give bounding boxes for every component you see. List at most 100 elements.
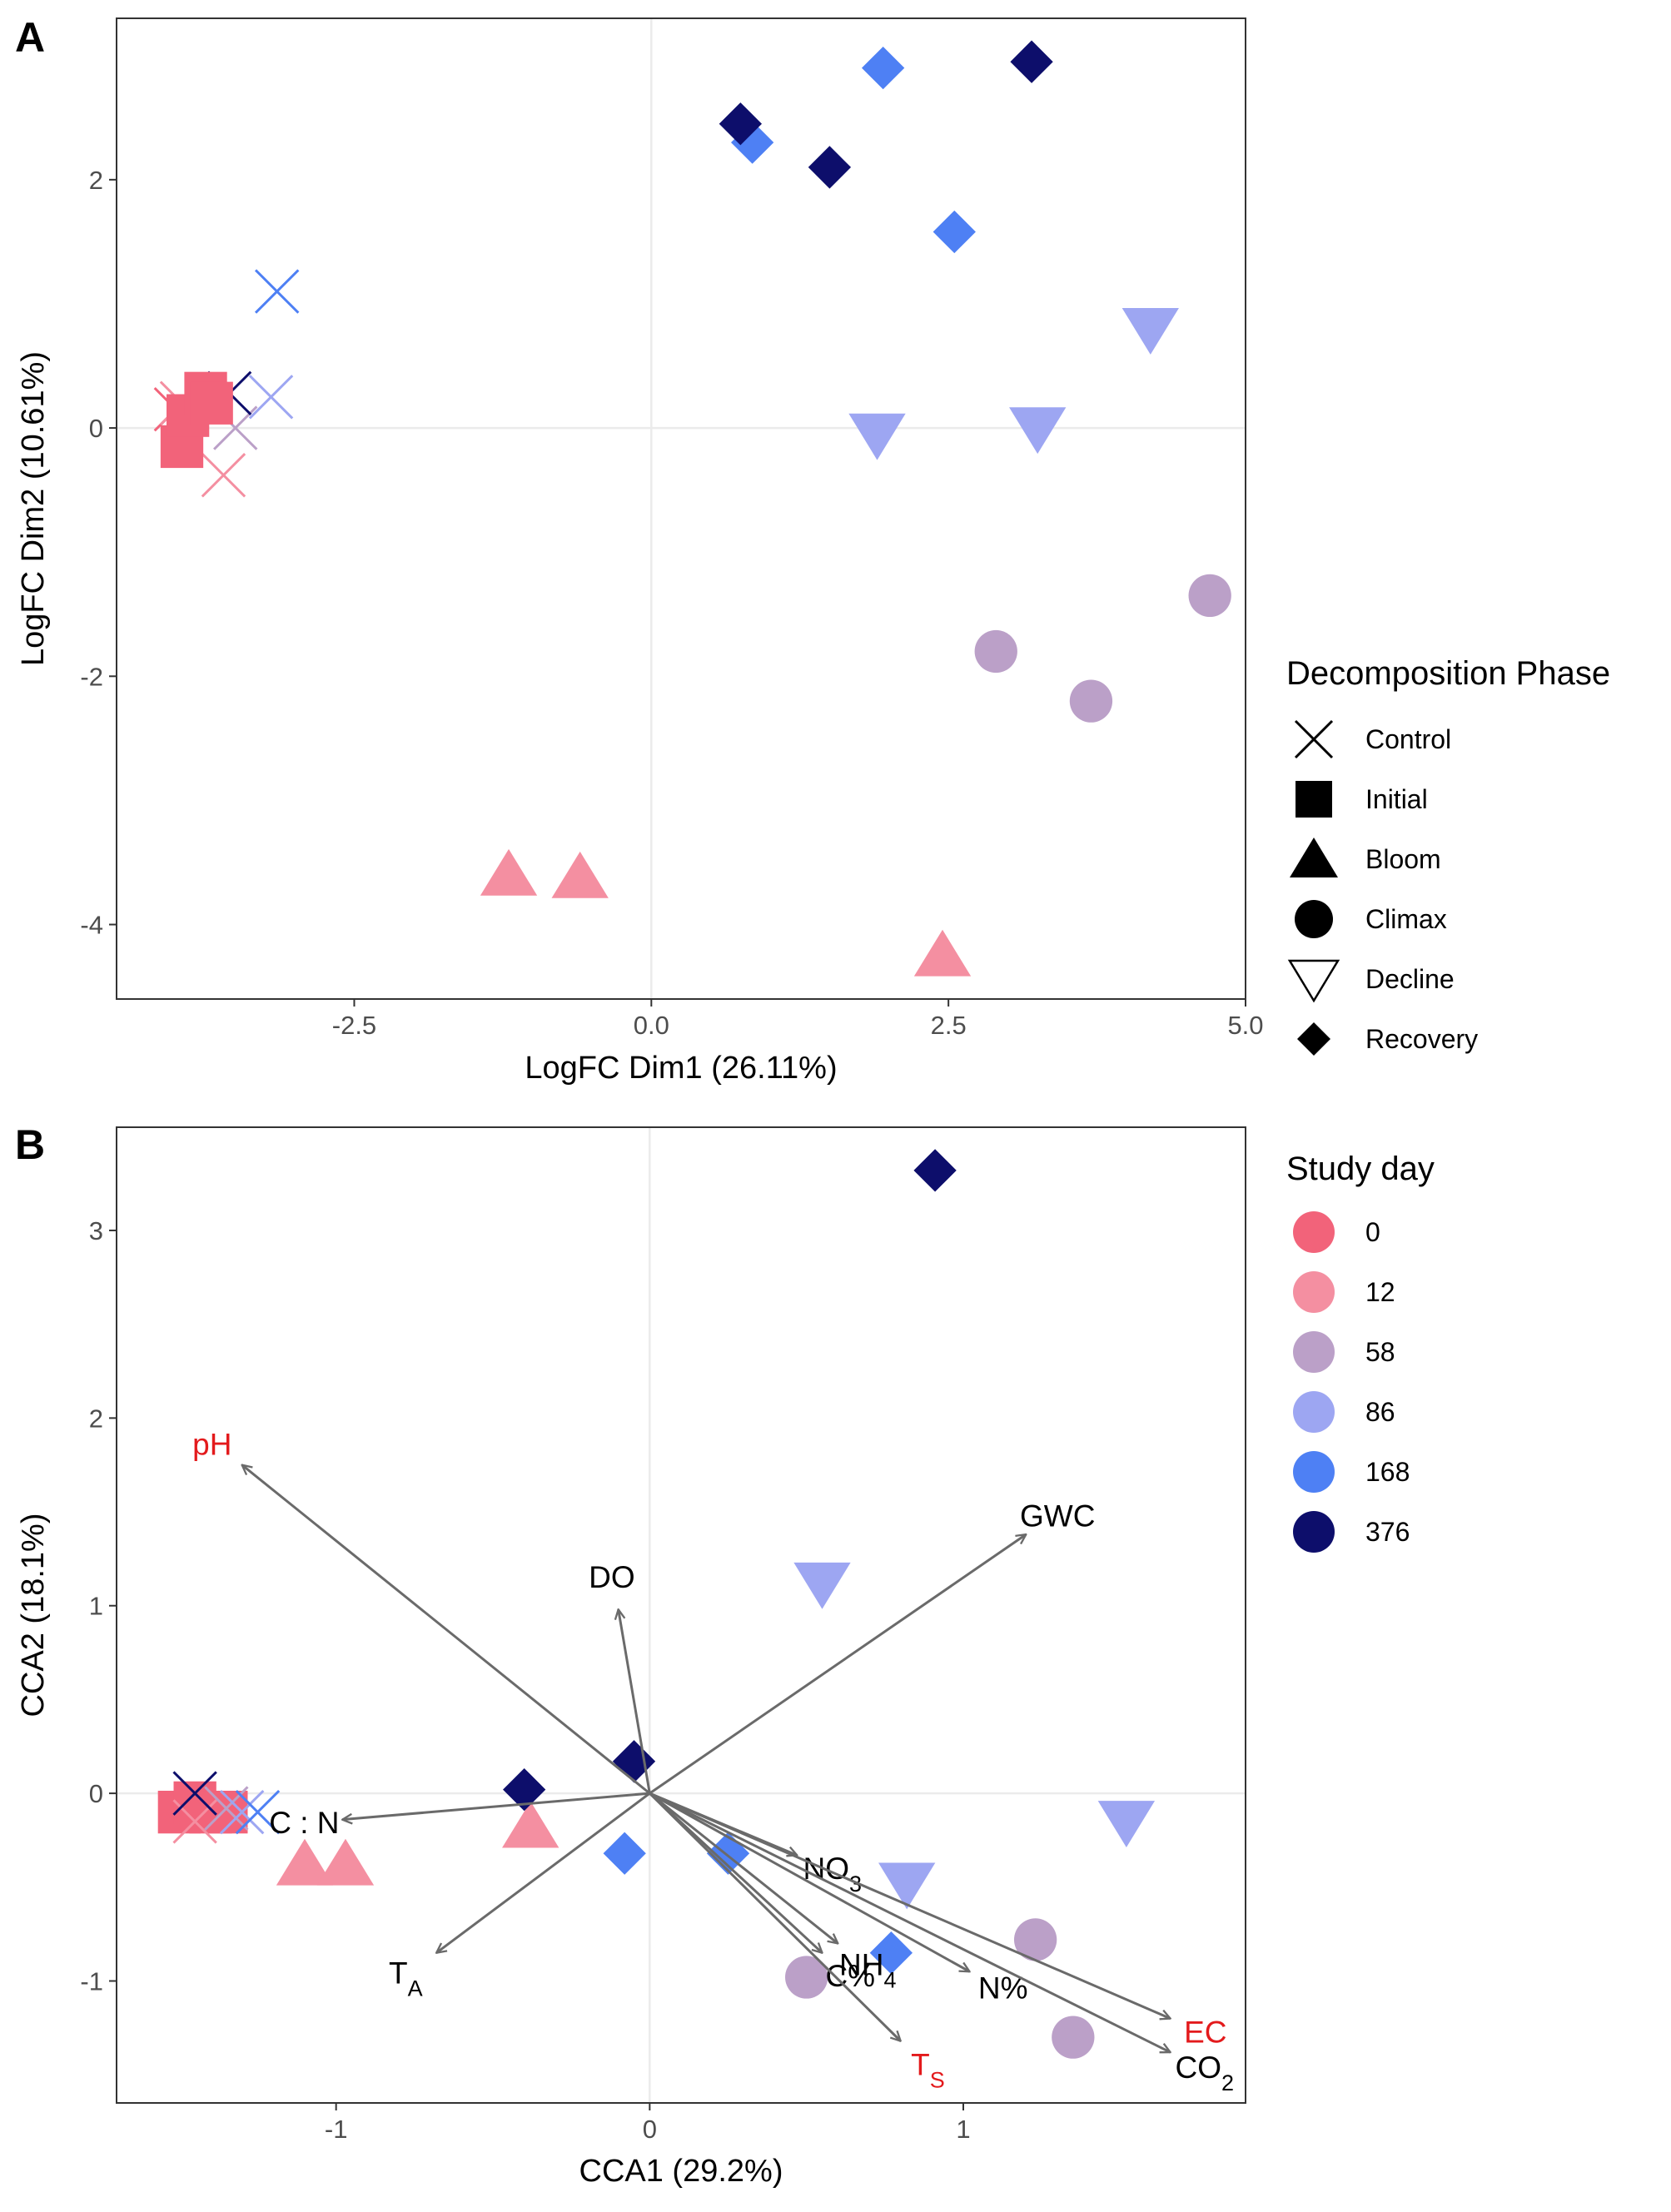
- panel-a-point-circle: [1069, 679, 1113, 723]
- vector-arrow-c-pct: [649, 1792, 822, 1953]
- legend-phase-title: Decomposition Phase: [1286, 655, 1610, 692]
- legend-day-label: 168: [1365, 1457, 1410, 1487]
- panel-b-y-ticks: -1 0 1 2 3: [80, 1216, 117, 1996]
- panel-b-y-tick-label: 3: [89, 1216, 103, 1245]
- panel-a-border: [116, 17, 1246, 1000]
- panel-b-point-circle: [1013, 1918, 1057, 1961]
- legend-decomposition-phase: Decomposition Phase Control Initial Bloom C…: [1286, 655, 1610, 1056]
- vector-label-cn: C : N: [269, 1806, 339, 1840]
- panel-a-y-tick-label: 0: [89, 414, 103, 443]
- panel-a-background: [117, 18, 1246, 999]
- panel-b-x-axis-title: CCA1 (29.2%): [579, 2154, 783, 2189]
- legend-day-label: 58: [1365, 1337, 1395, 1367]
- legend-initial-icon: [1296, 781, 1332, 818]
- panel-a-point-cross: [248, 375, 294, 420]
- panel-a-point-cross: [254, 269, 300, 314]
- panel-a-point-triangle-down-open: [848, 413, 906, 460]
- panel-b-point-triangle-down-open: [793, 1562, 851, 1609]
- vector-arrow-co2: [649, 1792, 1170, 2054]
- panel-b-point-diamond: [869, 1931, 913, 1975]
- vector-arrow-do: [619, 1609, 651, 1794]
- vector-label-n-pct: N%: [978, 1971, 1028, 2006]
- panel-a-point-diamond: [932, 210, 976, 254]
- panel-a-point-cross: [201, 453, 246, 498]
- panel-b-tag: B: [15, 1121, 45, 1168]
- vector-arrow-ec: [649, 1792, 1170, 2018]
- panel-b-x-ticks: -1 0 1: [325, 2103, 971, 2144]
- legend-bloom-icon: [1290, 838, 1338, 877]
- panel-b-y-tick-label: -1: [80, 1967, 103, 1996]
- legend-day-168-swatch: [1293, 1451, 1335, 1493]
- legend-phase-label: Decline: [1365, 964, 1455, 994]
- panel-a-x-tick-label: 5.0: [1227, 1011, 1263, 1040]
- vector-arrow-nh4: [649, 1792, 838, 1943]
- vector-label-ph: pH: [192, 1428, 231, 1462]
- panel-a-point-square: [190, 381, 233, 425]
- panel-a-point-circle: [974, 629, 1017, 674]
- panel-a-x-ticks: -2.5 0.0 2.5 5.0: [332, 999, 1264, 1040]
- legend-climax-icon: [1295, 900, 1333, 938]
- legend-recovery-icon: [1297, 1022, 1330, 1056]
- panel-b-y-tick-label: 0: [89, 1779, 103, 1808]
- legend-phase-label: Control: [1365, 724, 1451, 754]
- vector-arrow-cn: [342, 1792, 650, 1820]
- panel-b-x-tick-label: -1: [325, 2115, 348, 2144]
- panel-a-point-diamond: [1010, 40, 1053, 83]
- panel-a-y-ticks: -4 -2 0 2: [80, 166, 117, 940]
- panel-b-point-triangle-down-open: [1097, 1801, 1156, 1847]
- panel-a-x-tick-label: -2.5: [332, 1011, 376, 1040]
- panel-a-y-axis-title: LogFC Dim2 (10.61%): [16, 351, 51, 666]
- legend-day-label: 376: [1365, 1517, 1410, 1547]
- vector-arrow-ph: [242, 1465, 651, 1795]
- legend-day-58-swatch: [1293, 1331, 1335, 1373]
- panel-b-point-cross: [219, 1789, 265, 1835]
- panel-b-reference-lines: [117, 1127, 1246, 2103]
- panel-a-point-circle: [1188, 574, 1231, 618]
- panel-a-point-diamond: [719, 102, 763, 146]
- vector-arrow-ta: [436, 1792, 651, 1953]
- panel-b-y-axis-title: CCA2 (18.1%): [16, 1514, 51, 1717]
- legend-study-day: Study day 0 12 58 86 168 376: [1286, 1151, 1435, 1553]
- legend-day-12-swatch: [1293, 1271, 1335, 1313]
- panel-b-point-triangle: [502, 1801, 559, 1848]
- panel-a-y-tick-label: -4: [80, 911, 103, 940]
- panel-a-point-triangle-down-open: [1009, 407, 1067, 455]
- legend-day-376-swatch: [1293, 1511, 1335, 1553]
- legend-phase-label: Initial: [1365, 784, 1428, 814]
- vector-arrow-gwc: [649, 1534, 1026, 1795]
- panel-a-point-diamond: [808, 146, 852, 189]
- vector-label-do: DO: [589, 1560, 635, 1594]
- panel-b-point-diamond: [913, 1149, 957, 1192]
- legend-day-title: Study day: [1286, 1151, 1435, 1187]
- panel-b-y-tick-label: 1: [89, 1592, 103, 1621]
- vector-arrow-ts: [649, 1792, 900, 2041]
- panel-a: -2.5 0.0 2.5 5.0 -4 -2 0 2 LogFC Dim1 (26.11%)…: [16, 17, 1264, 1086]
- vector-label-ta: TA: [389, 1956, 423, 2001]
- vector-label-gwc: GWC: [1020, 1499, 1095, 1533]
- panel-b-x-tick-label: 1: [956, 2115, 970, 2144]
- panel-b-point-triangle-down-open: [878, 1862, 936, 1910]
- panel-b-point-circle: [1052, 2016, 1095, 2059]
- legend-day-label: 12: [1365, 1277, 1395, 1307]
- legend-phase-label: Climax: [1365, 904, 1447, 934]
- panel-a-point-triangle-down-open: [1121, 307, 1179, 355]
- panel-b-point-cross: [172, 1771, 217, 1816]
- panel-a-points: [153, 40, 1231, 977]
- panel-a-point-diamond: [862, 46, 905, 90]
- panel-a-point-triangle: [480, 848, 538, 896]
- panel-b-point-circle: [785, 1956, 828, 1999]
- panel-b-point-diamond: [603, 1832, 646, 1875]
- legend-decline-icon: [1287, 959, 1340, 1003]
- panel-a-y-tick-label: 2: [89, 166, 103, 195]
- vector-label-co2: CO2: [1176, 2050, 1235, 2095]
- legend-day-0-swatch: [1293, 1211, 1335, 1253]
- panel-b-points: [157, 1149, 1156, 2059]
- panel-a-tag: A: [15, 14, 45, 61]
- panel-b-point-diamond: [503, 1767, 546, 1812]
- panel-b-y-tick-label: 2: [89, 1404, 103, 1433]
- vector-label-nh4: NH4: [839, 1947, 896, 1992]
- panel-a-x-axis-title: LogFC Dim1 (26.11%): [525, 1051, 837, 1086]
